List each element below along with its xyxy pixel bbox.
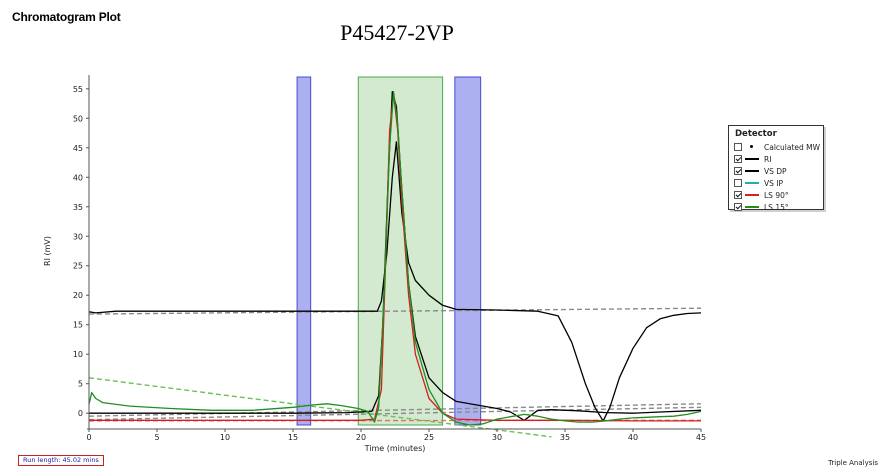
legend-checkbox-ls-90[interactable] [734, 191, 742, 199]
series-ls-15-line[interactable] [88, 91, 702, 426]
legend-label-ri: RI [764, 154, 772, 164]
integration-region-1[interactable] [296, 76, 312, 426]
x-tick-label: 45 [696, 433, 706, 442]
legend-swatch-calculated-mw [745, 143, 759, 151]
x-tick-label: 25 [424, 433, 434, 442]
legend-checkbox-calculated-mw[interactable] [734, 143, 742, 151]
series-ri-line[interactable] [88, 141, 702, 422]
y-tick-label: 30 [73, 232, 83, 241]
legend-label-ls-90: LS 90° [764, 190, 789, 200]
integration-region-2[interactable] [357, 76, 444, 426]
baseline-2 [88, 403, 702, 417]
run-length-label: Run length: 45.02 mins [18, 455, 104, 466]
y-tick-label: 25 [73, 262, 83, 271]
x-tick-label: 0 [86, 433, 91, 442]
integration-region-3[interactable] [454, 76, 482, 426]
y-tick-label: 10 [73, 350, 83, 359]
legend-checkbox-ls-15[interactable] [734, 203, 742, 211]
y-tick-label: 45 [73, 144, 83, 153]
legend-label-ls-15: LS 15° [764, 202, 789, 212]
footer-note: Triple Analysis [828, 459, 878, 467]
x-tick-label: 5 [154, 433, 159, 442]
y-tick-label: 0 [78, 409, 83, 418]
legend-item-vs-ip[interactable]: VS IP [734, 177, 823, 189]
x-tick-label: 15 [288, 433, 298, 442]
y-axis-label: RI (mV) [43, 236, 52, 266]
y-tick-label: 40 [73, 173, 83, 182]
x-axis-label: Time (minutes) [364, 444, 426, 453]
x-tick-label: 10 [220, 433, 230, 442]
baseline-1 [88, 307, 702, 315]
x-tick-label: 20 [356, 433, 366, 442]
x-tick-label: 30 [492, 433, 502, 442]
legend-label-vs-ip: VS IP [764, 178, 784, 188]
legend-swatch-vs-ip [745, 179, 759, 187]
legend-label-calculated-mw: Calculated MW [764, 142, 821, 152]
legend-checkbox-vs-dp[interactable] [734, 167, 742, 175]
baseline-4 [88, 419, 702, 422]
legend-panel: Detector Calculated MW RI VS DP VS IP LS 90°… [728, 125, 824, 213]
legend-swatch-ls-90 [745, 191, 759, 199]
legend-checkbox-vs-ip[interactable] [734, 179, 742, 187]
y-tick-label: 55 [73, 85, 83, 94]
series-ls-90-line[interactable] [89, 94, 701, 422]
x-tick-label: 35 [560, 433, 570, 442]
y-tick-label: 50 [73, 114, 83, 123]
legend-item-ls-15[interactable]: LS 15° [734, 201, 823, 213]
legend-swatch-ls-15 [745, 203, 759, 211]
legend-item-ri[interactable]: RI [734, 153, 823, 165]
y-tick-label: 20 [73, 291, 83, 300]
legend-item-vs-dp[interactable]: VS DP [734, 165, 823, 177]
y-tick-label: 5 [78, 380, 83, 389]
chart-title: P45427-2VP [340, 20, 454, 45]
y-tick-label: 15 [73, 321, 83, 330]
baseline-5 [88, 377, 552, 438]
legend-label-vs-dp: VS DP [764, 166, 787, 176]
legend-swatch-vs-dp [745, 167, 759, 175]
legend-checkbox-ri[interactable] [734, 155, 742, 163]
x-tick-label: 40 [628, 433, 638, 442]
legend-title: Detector [735, 129, 777, 139]
legend-swatch-ri [745, 155, 759, 163]
legend-item-ls-90[interactable]: LS 90° [734, 189, 823, 201]
legend-item-calculated-mw[interactable]: Calculated MW [734, 141, 823, 153]
baseline-3 [88, 406, 702, 421]
series-vs-dp-line[interactable] [89, 91, 702, 421]
page-label: Chromatogram Plot [12, 10, 121, 24]
y-tick-label: 35 [73, 203, 83, 212]
